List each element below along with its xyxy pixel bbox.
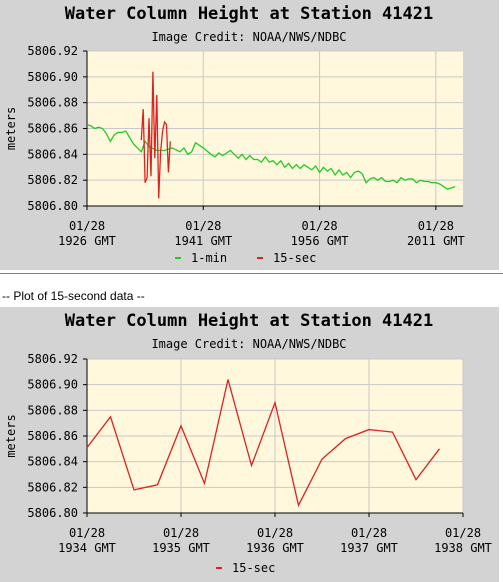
y-tick-label: 5806.86 — [27, 429, 78, 443]
x-tick-label-time: 1941 GMT — [174, 234, 232, 248]
y-tick-label: 5806.92 — [27, 44, 78, 58]
x-tick-label-time: 1934 GMT — [58, 541, 116, 555]
y-tick-label: 5806.80 — [27, 506, 78, 520]
y-axis-label: meters — [4, 414, 18, 457]
section-rule — [0, 273, 503, 274]
x-tick-label-date: 01/28 — [351, 526, 387, 540]
legend-label: 15-sec — [273, 251, 316, 265]
x-tick-label-time: 1935 GMT — [152, 541, 210, 555]
x-tick-label-date: 01/28 — [445, 526, 481, 540]
water-column-chart-combined: Water Column Height at Station 41421 Imag… — [4, 4, 465, 265]
y-axis-label: meters — [4, 107, 18, 150]
x-tick-label-date: 01/28 — [69, 219, 105, 233]
legend-label: 15-sec — [232, 561, 275, 575]
series-line-15-sec — [86, 379, 441, 508]
y-tick-label: 5806.92 — [27, 352, 78, 366]
x-tick-label-time: 1938 GMT — [434, 541, 492, 555]
x-tick-label-date: 01/28 — [302, 219, 338, 233]
y-tick-label: 5806.82 — [27, 480, 78, 494]
x-tick-label-time: 1937 GMT — [340, 541, 398, 555]
x-tick-label-time: 1926 GMT — [58, 234, 116, 248]
y-tick-label: 5806.82 — [27, 173, 78, 187]
y-tick-label: 5806.90 — [27, 70, 78, 84]
y-tick-label: 5806.86 — [27, 122, 78, 136]
chart-title: Water Column Height at Station 41421 — [65, 4, 433, 24]
series-line-15-sec — [140, 71, 171, 199]
x-tick-label-time: 1956 GMT — [291, 234, 349, 248]
x-tick-label-date: 01/28 — [257, 526, 293, 540]
chart-title: Water Column Height at Station 41421 — [65, 311, 433, 331]
y-tick-label: 5806.90 — [27, 378, 78, 392]
chart-panel-top: Water Column Height at Station 41421 Imag… — [0, 0, 499, 270]
y-tick-label: 5806.88 — [27, 96, 78, 110]
y-tick-label: 5806.84 — [27, 455, 78, 469]
x-tick-label-date: 01/28 — [418, 219, 454, 233]
chart-subtitle: Image Credit: NOAA/NWS/NDBC — [151, 30, 346, 44]
legend-label: 1-min — [191, 251, 227, 265]
x-tick-label-date: 01/28 — [163, 526, 199, 540]
y-tick-label: 5806.84 — [27, 147, 78, 161]
x-tick-label-date: 01/28 — [185, 219, 221, 233]
water-column-chart-15sec: Water Column Height at Station 41421 Imag… — [4, 311, 492, 575]
y-tick-label: 5806.80 — [27, 199, 78, 213]
x-tick-label-time: 2011 GMT — [407, 234, 465, 248]
section-divider-label: -- Plot of 15-second data -- — [2, 289, 145, 303]
y-tick-label: 5806.88 — [27, 403, 78, 417]
chart-subtitle: Image Credit: NOAA/NWS/NDBC — [151, 337, 346, 351]
x-tick-label-date: 01/28 — [69, 526, 105, 540]
chart-panel-bottom: Water Column Height at Station 41421 Imag… — [0, 307, 499, 582]
x-tick-label-time: 1936 GMT — [246, 541, 304, 555]
